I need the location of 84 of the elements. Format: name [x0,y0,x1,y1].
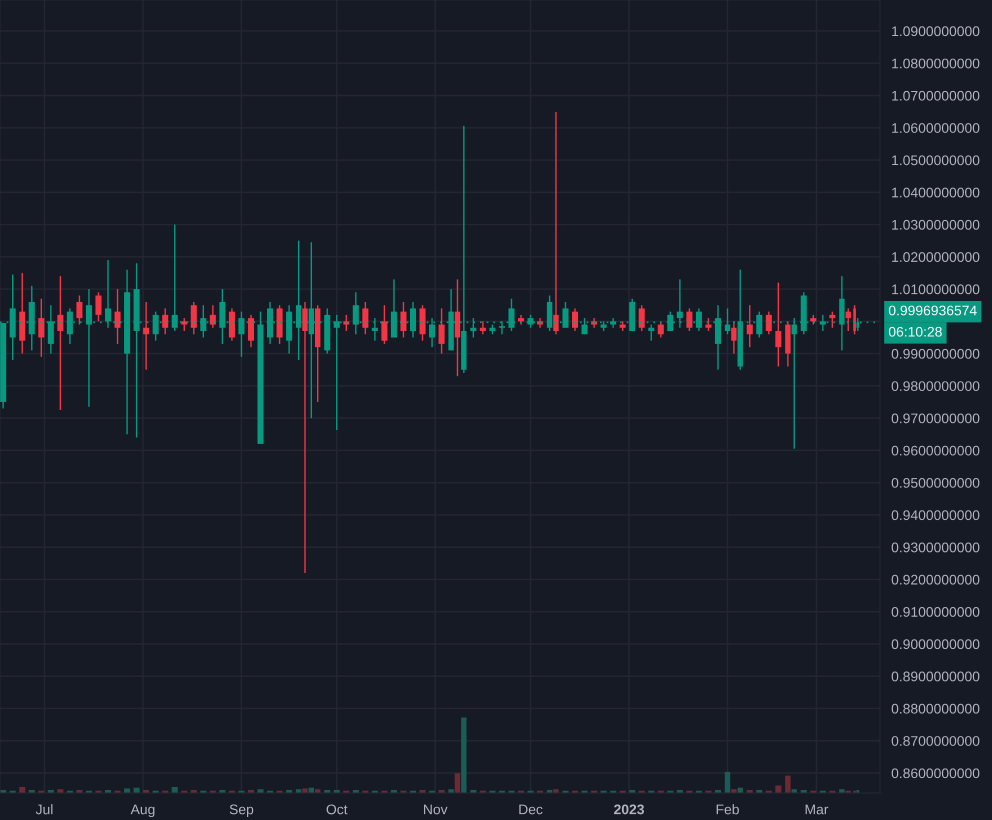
candlestick [638,304,645,332]
y-tick-label: 1.0500000000 [892,155,980,166]
y-tick-label: 1.0600000000 [892,123,980,133]
bar [775,785,782,793]
candlestick [775,282,782,368]
y-tick-label: 0.9000000000 [892,639,980,650]
candlestick [766,310,772,335]
y-tick-label: 0.8900000000 [892,672,980,682]
y-tick-label: 1.0400000000 [892,188,980,198]
bar [785,776,791,793]
candlestick [76,294,82,326]
bar [134,788,140,793]
y-tick-label: 0.9300000000 [892,542,980,552]
ref-line-label: 0.9996936574 [888,306,977,316]
candlestick [362,301,368,335]
bar [738,788,743,793]
bar [448,789,454,793]
bar [172,786,178,793]
y-tick-label: 0.8700000000 [892,736,980,746]
y-tick-label: 1.0900000000 [892,26,980,36]
candlestick [143,301,150,370]
y-tick-label: 0.9200000000 [892,574,980,585]
candlestick [746,304,753,348]
bar [792,789,797,793]
bar [461,717,467,793]
x-tick-label: 2023 [614,804,644,814]
candlestick [731,320,737,354]
candlestick [248,314,254,348]
candlestick [648,324,654,342]
y-tick-label: 0.9800000000 [892,381,980,392]
candlestick [190,301,197,335]
candlestick [829,310,836,328]
y-tick-label: 0.8600000000 [892,768,980,778]
x-tick-label: Jul [36,804,52,814]
y-tick-label: 1.0800000000 [892,58,980,68]
y-tick-label: 1.0300000000 [892,220,980,230]
candlestick [210,304,216,328]
candlestick [302,301,308,574]
bar [314,789,320,793]
bar [731,789,737,793]
candlestick [38,298,44,358]
candlestick [162,308,168,335]
x-tick-label: Sep [230,804,254,818]
candlestick [518,314,524,326]
candlestick [686,308,692,332]
candlestick [95,292,102,322]
y-tick-label: 0.9700000000 [892,413,980,424]
text: 06:10:28 [888,326,942,337]
y-tick-label: 1.0200000000 [892,252,980,262]
bar [257,789,264,793]
y-tick-label: 0.9400000000 [892,510,980,520]
x-tick-label: Oct [326,804,348,814]
candlestick [658,320,664,338]
bar [308,788,314,793]
candlestick [57,275,64,411]
candlestick [480,320,486,335]
y-tick-label: 0.9600000000 [892,446,980,456]
candlestick [438,308,445,354]
x-tick-label: Nov [424,804,448,814]
bar [19,786,26,793]
y-tick-label: 0.8800000000 [892,704,980,714]
candlestick [381,304,388,345]
candlestick [846,308,851,332]
y-tick-label: 1.0700000000 [892,90,980,101]
x-tick-label: Aug [130,804,154,818]
y-tick-label: 0.9500000000 [892,478,980,488]
candlestick [572,308,578,332]
candlestick [620,320,626,332]
bar [724,772,730,793]
candlestick [705,317,712,332]
y-tick-label: 0.9100000000 [892,607,980,617]
y-tick-label: 1.0100000000 [892,284,980,294]
bar [454,773,460,793]
x-tick-label: Dec [519,804,543,814]
candlestick [400,301,406,338]
x-tick-label: Mar [806,804,828,814]
y-tick-label: 0.9900000000 [892,348,980,359]
bar [57,789,64,793]
bar [839,789,845,793]
x-tick-label: Feb [716,804,739,814]
bar [296,789,302,793]
candlestick [114,288,121,345]
candlestick [489,324,496,335]
candlestick [810,314,816,326]
